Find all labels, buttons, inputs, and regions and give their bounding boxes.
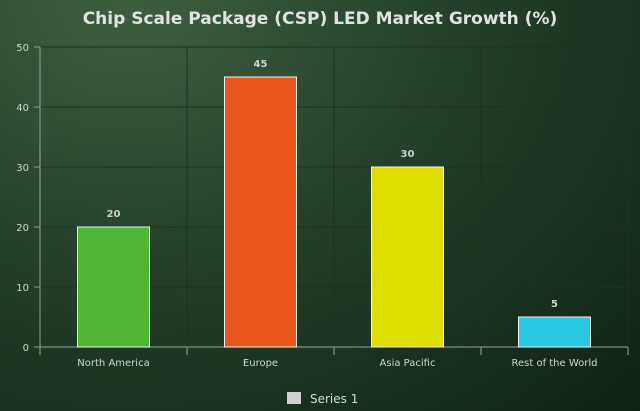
data-label-rest-of-the-world: 5 <box>551 299 558 310</box>
y-tick-label-10: 10 <box>16 283 29 294</box>
legend[interactable]: Series 1 <box>287 392 358 406</box>
bar-europe[interactable] <box>224 76 297 348</box>
y-axis-ticks: 0 10 20 30 40 50 <box>16 43 40 354</box>
x-axis-ticks: North America Europe Asia Pacific Rest of t… <box>39 347 629 369</box>
y-tick-label-30: 30 <box>16 163 29 174</box>
y-tick-label-0: 0 <box>23 343 29 354</box>
data-label-asia-pacific: 30 <box>401 149 415 160</box>
bar-north-america[interactable] <box>77 226 150 348</box>
x-tick-label-europe: Europe <box>243 358 278 369</box>
legend-label-series-1[interactable]: Series 1 <box>310 392 358 406</box>
y-tick-label-20: 20 <box>16 223 29 234</box>
legend-swatch-series-1[interactable] <box>287 392 301 404</box>
data-label-europe: 45 <box>254 59 268 70</box>
chart-title: Chip Scale Package (CSP) LED Market Grow… <box>83 9 558 29</box>
x-tick-label-north-america: North America <box>77 358 149 369</box>
data-labels: 20 45 30 5 <box>107 59 558 310</box>
bar-rest-of-the-world[interactable] <box>518 316 591 348</box>
bar-asia-pacific[interactable] <box>371 166 444 348</box>
x-tick-label-asia-pacific: Asia Pacific <box>380 358 436 369</box>
y-tick-label-50: 50 <box>16 43 29 54</box>
bars <box>77 76 591 348</box>
data-label-north-america: 20 <box>107 209 121 220</box>
x-tick-label-rest-of-the-world: Rest of the World <box>511 358 597 369</box>
y-tick-label-40: 40 <box>16 103 29 114</box>
